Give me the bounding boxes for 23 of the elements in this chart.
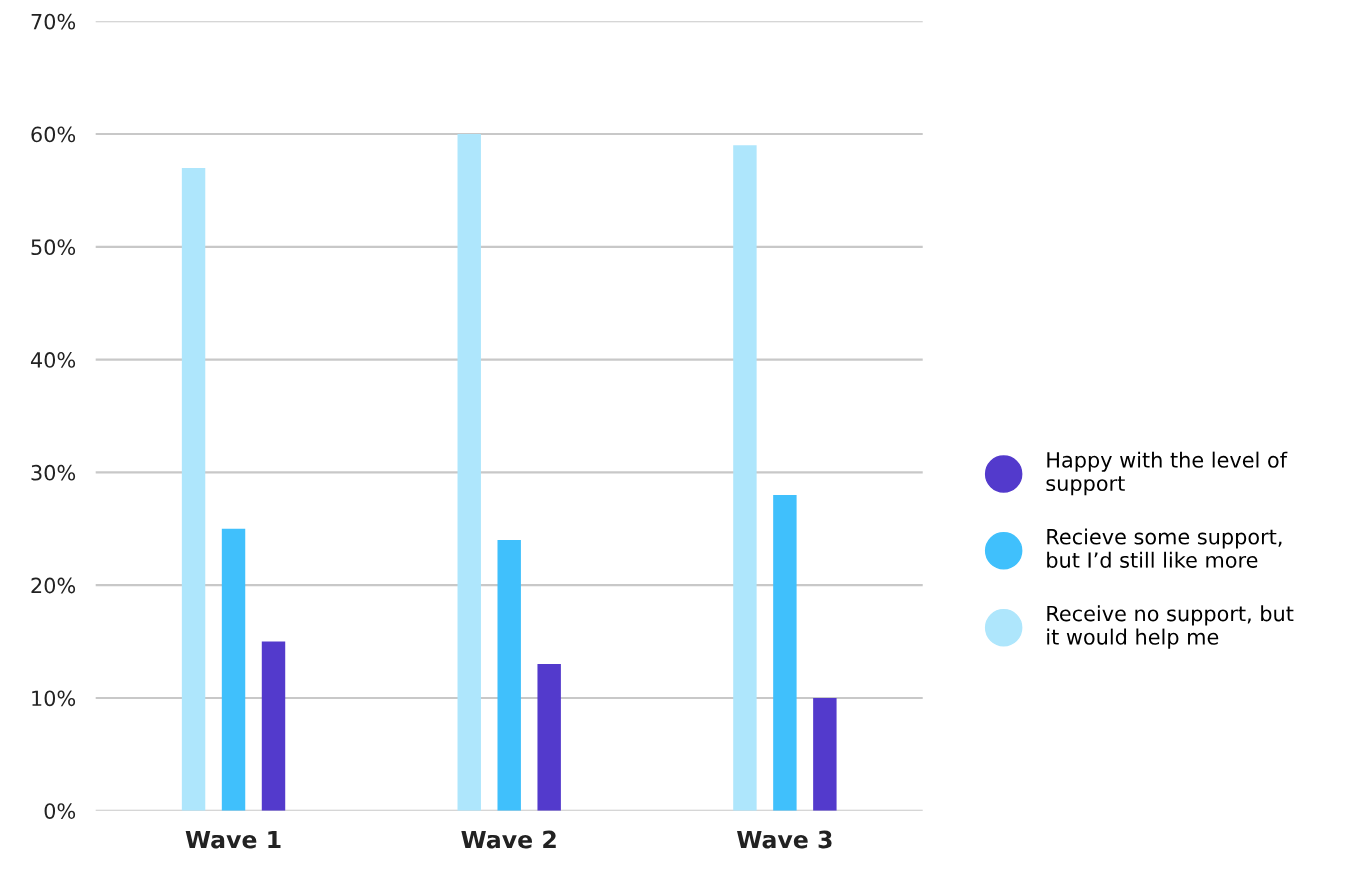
- legend-label: Happy with the level of support: [1046, 451, 1288, 496]
- bar: [221, 528, 246, 811]
- bar: [497, 540, 521, 811]
- bar: [457, 134, 481, 811]
- bar: [813, 697, 837, 811]
- legend-label: Recieve some support, but I’d still like more: [1047, 528, 1282, 568]
- y-tick-label: 40%: [30, 352, 76, 368]
- bar: [733, 145, 757, 811]
- bar: [181, 167, 206, 811]
- x-tick-label: Wave 2: [461, 830, 556, 849]
- x-tick-label: Wave 1: [185, 830, 281, 849]
- x-tick-label: Wave 3: [737, 830, 832, 849]
- y-tick-label: 30%: [31, 464, 76, 481]
- y-tick-label: 10%: [32, 690, 76, 707]
- legend-label: Receive no support, but it would help me: [1047, 605, 1294, 649]
- bar: [537, 664, 561, 811]
- y-tick-label: 20%: [31, 577, 76, 594]
- bar: [773, 494, 797, 811]
- y-tick-label: 0%: [44, 803, 76, 819]
- y-tick-label: 60%: [31, 126, 76, 143]
- y-tick-label: 50%: [31, 239, 76, 256]
- y-tick-label: 70%: [31, 13, 76, 30]
- bar: [261, 641, 286, 811]
